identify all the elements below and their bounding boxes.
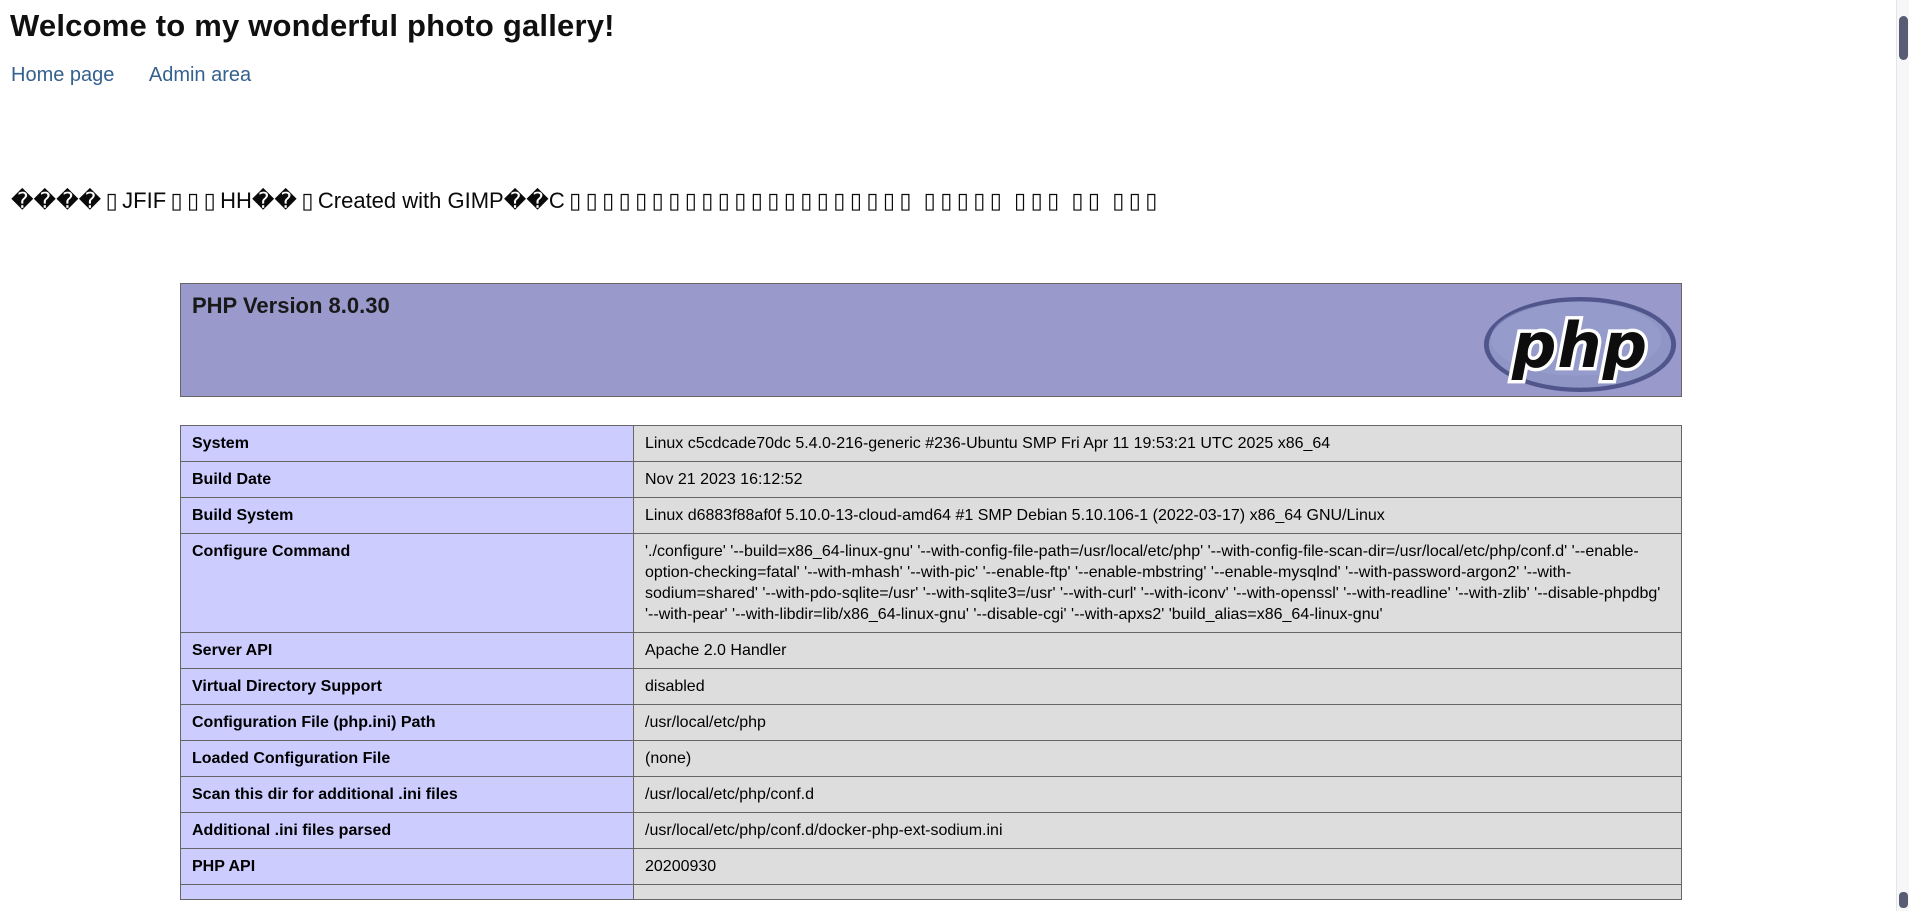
row-value-cell: disabled	[633, 668, 1682, 705]
row-value-cell: (none)	[633, 740, 1682, 777]
php-logo-text: php	[1511, 309, 1648, 382]
table-row: System Linux c5cdcade70dc 5.4.0-216-gene…	[180, 425, 1682, 462]
table-row: Server API Apache 2.0 Handler	[180, 632, 1682, 669]
row-label-cell: Loaded Configuration File	[180, 740, 634, 777]
nav-link-home[interactable]: Home page	[11, 64, 115, 86]
row-label-cell: Configure Command	[180, 533, 634, 633]
row-value-cell: 20200930	[633, 848, 1682, 885]
php-logo-highlight	[1490, 301, 1662, 376]
table-row: Configure Command './configure' '--build…	[180, 533, 1682, 633]
table-row: PHP API 20200930	[180, 848, 1682, 885]
row-label-cell: PHP API	[180, 848, 634, 885]
row-label-cell: System	[180, 425, 634, 462]
phpinfo-table: System Linux c5cdcade70dc 5.4.0-216-gene…	[180, 425, 1682, 900]
table-row: Build System Linux d6883f88af0f 5.10.0-1…	[180, 497, 1682, 534]
nav-link-admin[interactable]: Admin area	[148, 64, 252, 86]
main-nav: Home page Admin area	[11, 64, 281, 87]
row-value-cell: Linux c5cdcade70dc 5.4.0-216-generic #23…	[633, 425, 1682, 462]
table-row: Configuration File (php.ini) Path /usr/l…	[180, 704, 1682, 741]
row-value-cell: Apache 2.0 Handler	[633, 632, 1682, 669]
row-label-cell: Virtual Directory Support	[180, 668, 634, 705]
row-value-cell: Linux d6883f88af0f 5.10.0-13-cloud-amd64…	[633, 497, 1682, 534]
vertical-scrollbar[interactable]	[1896, 0, 1909, 911]
scrollbar-bottom-corner[interactable]	[1899, 892, 1908, 908]
table-row: Loaded Configuration File (none)	[180, 740, 1682, 777]
row-value-cell: /usr/local/etc/php	[633, 704, 1682, 741]
php-logo[interactable]: php	[1482, 296, 1678, 393]
row-label-cell: Server API	[180, 632, 634, 669]
row-value-cell: './configure' '--build=x86_64-linux-gnu'…	[633, 533, 1682, 633]
corrupted-image-text: ���� ▯ JFIF ▯ ▯ ▯ HH�� ▯ Created with GI…	[11, 136, 1897, 248]
row-value-cell	[633, 884, 1682, 900]
row-label-cell: Build System	[180, 497, 634, 534]
page-title: Welcome to my wonderful photo gallery!	[10, 8, 615, 43]
table-row: Virtual Directory Support disabled	[180, 668, 1682, 705]
table-row: Build Date Nov 21 2023 16:12:52	[180, 461, 1682, 498]
row-label-cell: Configuration File (php.ini) Path	[180, 704, 634, 741]
garbage-line: ���� ▯ JFIF ▯ ▯ ▯ HH�� ▯ Created with GI…	[11, 188, 1158, 213]
table-row	[180, 884, 1682, 900]
row-label-cell: Scan this dir for additional .ini files	[180, 776, 634, 813]
row-label-cell: Additional .ini files parsed	[180, 812, 634, 849]
scrollbar-thumb[interactable]	[1899, 16, 1908, 60]
row-label-cell	[180, 884, 634, 900]
phpinfo-version-title: PHP Version 8.0.30	[192, 293, 390, 318]
row-value-cell: /usr/local/etc/php/conf.d/docker-php-ext…	[633, 812, 1682, 849]
phpinfo-header: PHP Version 8.0.30 php	[180, 283, 1682, 397]
table-row: Additional .ini files parsed /usr/local/…	[180, 812, 1682, 849]
row-value-cell: Nov 21 2023 16:12:52	[633, 461, 1682, 498]
row-value-cell: /usr/local/etc/php/conf.d	[633, 776, 1682, 813]
phpinfo-table-body: System Linux c5cdcade70dc 5.4.0-216-gene…	[180, 425, 1682, 900]
row-label-cell: Build Date	[180, 461, 634, 498]
table-row: Scan this dir for additional .ini files …	[180, 776, 1682, 813]
